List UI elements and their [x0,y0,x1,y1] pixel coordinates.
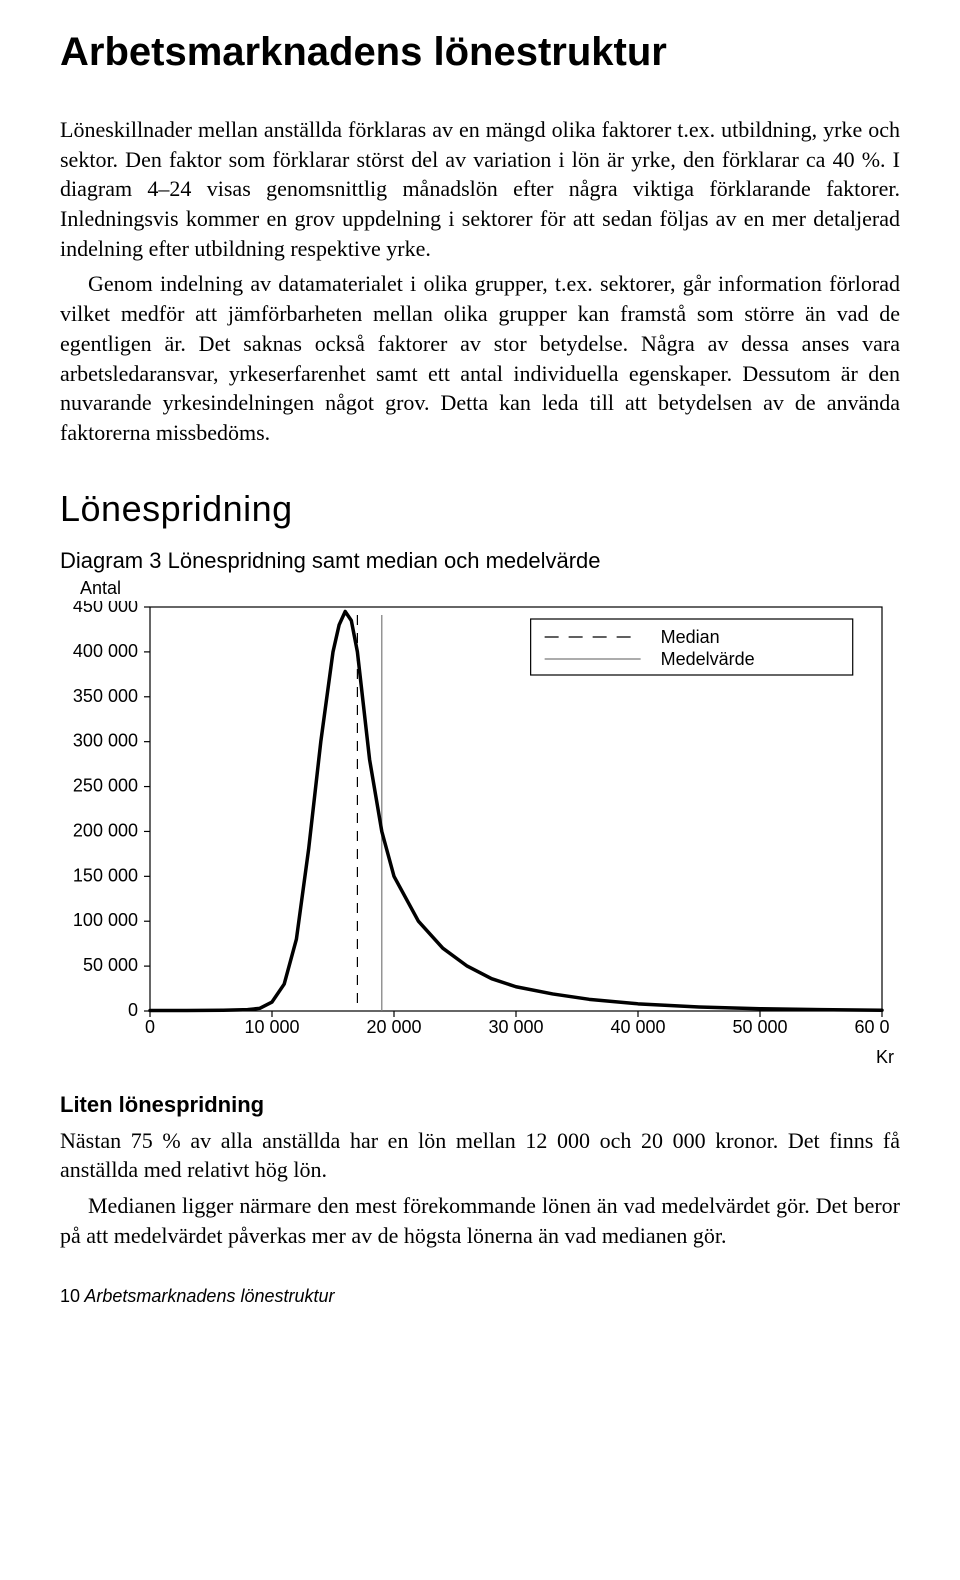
svg-text:200 000: 200 000 [73,820,138,840]
svg-text:50 000: 50 000 [732,1017,787,1037]
subheading: Liten lönespridning [60,1092,900,1118]
svg-text:150 000: 150 000 [73,865,138,885]
chart-caption: Diagram 3 Lönespridning samt median och … [60,548,900,574]
page-title: Arbetsmarknadens lönestruktur [60,30,900,75]
body-paragraph-3: Nästan 75 % av alla anställda har en lön… [60,1126,900,1185]
footer-title: Arbetsmarknadens lönestruktur [84,1286,334,1306]
svg-text:250 000: 250 000 [73,775,138,795]
svg-text:40 000: 40 000 [610,1017,665,1037]
page-footer: 10 Arbetsmarknadens lönestruktur [60,1286,900,1307]
y-axis-title: Antal [80,578,900,599]
intro-paragraph-1: Löneskillnader mellan anställda förklara… [60,115,900,263]
intro-paragraph-2: Genom indelning av datamaterialet i olik… [60,269,900,447]
svg-text:20 000: 20 000 [366,1017,421,1037]
svg-text:450 000: 450 000 [73,601,138,616]
chart-container: 0 50 000 100 000 150 000 200 000 250 000 300 0… [60,601,900,1041]
svg-text:30 000: 30 000 [488,1017,543,1037]
svg-text:Median: Median [661,627,720,647]
body-paragraph-4: Medianen ligger närmare den mest förekom… [60,1191,900,1250]
page-number: 10 [60,1286,80,1306]
svg-text:100 000: 100 000 [73,910,138,930]
svg-text:0: 0 [128,1000,138,1020]
svg-text:Medelvärde: Medelvärde [661,649,755,669]
section-heading: Lönespridning [60,488,900,530]
svg-text:300 000: 300 000 [73,730,138,750]
distribution-chart: 0 50 000 100 000 150 000 200 000 250 000 300 0… [60,601,890,1041]
svg-text:60 000: 60 000 [854,1017,890,1037]
svg-text:400 000: 400 000 [73,640,138,660]
svg-text:50 000: 50 000 [83,955,138,975]
svg-text:350 000: 350 000 [73,685,138,705]
svg-text:10 000: 10 000 [244,1017,299,1037]
svg-text:0: 0 [145,1017,155,1037]
x-axis-title: Kr [60,1047,894,1068]
